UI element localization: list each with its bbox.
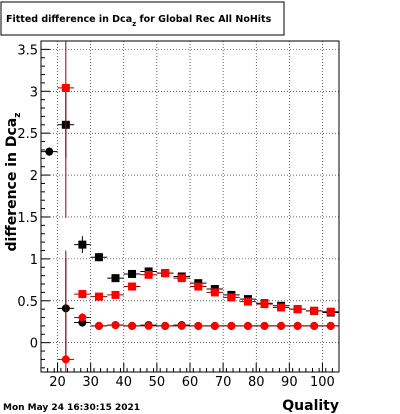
x-tick-label: 30 [82, 375, 99, 390]
data-point-circle [326, 321, 335, 330]
data-layer [41, 41, 339, 372]
data-point-square [94, 253, 103, 262]
data-point-circle [227, 321, 236, 330]
y-tick-label: 3 [30, 85, 38, 100]
title-box [0, 1, 285, 36]
y-tick-label: 2 [30, 169, 38, 184]
data-point-square [111, 274, 120, 283]
data-point-circle [310, 321, 319, 330]
data-point-circle [293, 321, 302, 330]
data-point-circle [45, 147, 54, 156]
data-point-square [227, 293, 236, 302]
data-point-square [326, 307, 335, 316]
x-tick-label: 20 [49, 375, 66, 390]
data-point-square [144, 270, 153, 279]
data-point-circle [194, 321, 203, 330]
data-point-square [61, 83, 70, 92]
data-point-circle [78, 313, 87, 322]
data-point-square [260, 300, 269, 309]
data-point-circle [277, 321, 286, 330]
y-tick-label: 3.5 [17, 43, 38, 58]
data-point-square [210, 288, 219, 297]
y-tick-label: 2.5 [17, 127, 38, 142]
data-point-square [194, 282, 203, 291]
data-point-circle [210, 321, 219, 330]
data-point-square [277, 303, 286, 312]
data-point-square [243, 297, 252, 306]
data-point-square [128, 282, 137, 291]
x-tick-label: 100 [310, 375, 335, 390]
data-point-circle [128, 321, 137, 330]
x-tick-label: 70 [215, 375, 232, 390]
data-point-circle [61, 355, 70, 364]
data-point-circle [177, 321, 186, 330]
x-tick-label: 40 [116, 375, 133, 390]
x-tick-label: 90 [281, 375, 298, 390]
data-point-square [161, 269, 170, 278]
data-point-circle [260, 321, 269, 330]
timestamp: Mon May 24 16:30:15 2021 [3, 403, 140, 413]
data-point-circle [243, 321, 252, 330]
data-point-square [78, 290, 87, 299]
data-point-square [293, 305, 302, 314]
y-tick-label: 0 [30, 337, 38, 352]
y-axis-label: difference in Dcaz [4, 113, 23, 252]
data-point-square [310, 306, 319, 315]
x-axis-label: Quality [282, 398, 339, 414]
y-tick-label: 1.5 [17, 211, 38, 226]
chart-title: Fitted difference in Dcaz for Global Rec… [6, 14, 272, 28]
x-tick-label: 80 [248, 375, 265, 390]
x-tick-label: 50 [149, 375, 166, 390]
grid-layer [41, 41, 339, 372]
y-tick-label: 1 [30, 253, 38, 268]
data-point-circle [144, 321, 153, 330]
data-point-square [78, 240, 87, 249]
data-point-circle [161, 321, 170, 330]
data-point-square [128, 269, 137, 278]
y-tick-label: 0.5 [17, 295, 38, 310]
axes-layer: 20 30 40 50 60 70 80 90 100 0 0.5 1 1.5 2 2.5 3 3.5 [17, 40, 340, 390]
data-point-square [94, 292, 103, 301]
data-point-square [177, 274, 186, 283]
x-tick-label: 60 [182, 375, 199, 390]
data-point-circle [94, 321, 103, 330]
data-point-circle [111, 321, 120, 330]
data-point-square [111, 290, 120, 299]
